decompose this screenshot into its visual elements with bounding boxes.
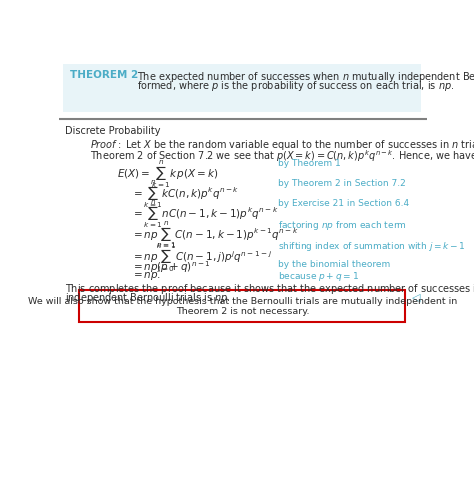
Text: Theorem 2 of Section 7.2 we see that $p(X = k) = C(n, k)p^k q^{n-k}$. Hence, we : Theorem 2 of Section 7.2 we see that $p(… [90, 148, 474, 163]
Text: $\triangleleft$: $\triangleleft$ [411, 291, 421, 304]
Text: $= np \sum_{k=1}^{n} C(n-1,k-1)p^{k-1} q^{n-k}$: $= np \sum_{k=1}^{n} C(n-1,k-1)p^{k-1} q… [131, 220, 299, 251]
Text: $E(X) = \sum_{k=1}^{n} k\,p(X = k)$: $E(X) = \sum_{k=1}^{n} k\,p(X = k)$ [118, 159, 219, 190]
Text: Discrete Probability: Discrete Probability [65, 126, 161, 136]
Text: $= np \sum_{j=0}^{n-1} C(n-1,j)p^{j} q^{n-1-j}$: $= np \sum_{j=0}^{n-1} C(n-1,j)p^{j} q^{… [131, 240, 273, 274]
Text: $= np(p+q)^{n-1}$: $= np(p+q)^{n-1}$ [131, 260, 211, 275]
Text: independent Bernoulli trials is $np$.: independent Bernoulli trials is $np$. [65, 291, 231, 305]
Text: The expected number of successes when $n$ mutually independent Bernoulli trials : The expected number of successes when $n… [137, 70, 474, 84]
Text: by Theorem 2 in Section 7.2: by Theorem 2 in Section 7.2 [278, 179, 406, 188]
Text: $\mathit{Proof:}$ Let $X$ be the random variable equal to the number of successe: $\mathit{Proof:}$ Let $X$ be the random … [90, 138, 474, 152]
Text: $= \sum_{k=1}^{n} kC(n,k)p^k q^{n-k}$: $= \sum_{k=1}^{n} kC(n,k)p^k q^{n-k}$ [131, 179, 240, 210]
Text: by Exercise 21 in Section 6.4: by Exercise 21 in Section 6.4 [278, 199, 409, 208]
Text: formed, where $p$ is the probability of success on each trial, is $np$.: formed, where $p$ is the probability of … [137, 79, 454, 93]
Text: by Theorem 1: by Theorem 1 [278, 159, 340, 168]
FancyBboxPatch shape [63, 64, 421, 112]
Text: $= np.$: $= np.$ [131, 270, 162, 283]
Text: $= \sum_{k=1}^{n} nC(n-1,k-1)p^k q^{n-k}$: $= \sum_{k=1}^{n} nC(n-1,k-1)p^k q^{n-k}… [131, 199, 279, 230]
Text: This completes the proof because it shows that the expected number of successes : This completes the proof because it show… [65, 282, 474, 296]
Text: THEOREM 2: THEOREM 2 [70, 70, 138, 80]
Text: by the binomial theorem: by the binomial theorem [278, 260, 390, 268]
FancyBboxPatch shape [80, 289, 405, 322]
Text: We will also show that the hypothesis that the Bernoulli trials are mutually ind: We will also show that the hypothesis th… [28, 297, 457, 306]
Text: Theorem 2 is not necessary.: Theorem 2 is not necessary. [176, 307, 310, 316]
Text: factoring $np$ from each term: factoring $np$ from each term [278, 220, 407, 232]
Text: because $p + q = 1$: because $p + q = 1$ [278, 270, 359, 284]
Text: shifting index of summation with $j = k-1$: shifting index of summation with $j = k-… [278, 240, 465, 253]
